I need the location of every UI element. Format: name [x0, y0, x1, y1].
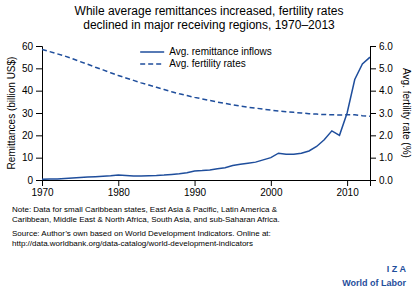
legend-swatch: [140, 63, 164, 65]
tick-mark: [36, 135, 42, 136]
axis-line: [43, 181, 371, 187]
tick-label: 0.0: [379, 175, 393, 186]
tick: 6.0: [370, 41, 393, 52]
source-line: http://data.worldbank.org/data-catalog/w…: [12, 239, 253, 248]
tick-label: 1.0: [379, 152, 393, 163]
tick-label: 6.0: [379, 41, 393, 52]
source-line: Source: Author’s own based on World Deve…: [12, 229, 271, 238]
plot-area: [42, 49, 370, 179]
tick-label: 40: [22, 85, 34, 96]
branding-line: World of Labor: [342, 278, 406, 288]
branding-line: I Z A: [387, 264, 407, 274]
legend-swatch: [140, 51, 164, 53]
title-line: While average remittances increased, fer…: [75, 4, 344, 18]
note-line: Caribbean, Middle East & North Africa, S…: [12, 215, 280, 224]
tick-label: 3.0: [379, 108, 393, 119]
tick-mark: [118, 180, 119, 186]
tick-label: 60: [22, 41, 34, 52]
tick: 5.0: [370, 63, 393, 74]
series-line: [42, 57, 370, 179]
tick-mark: [347, 180, 348, 186]
tick: 20: [22, 130, 42, 141]
branding: World of Labor: [342, 278, 406, 288]
tick: 0: [27, 175, 42, 186]
legend-item: Avg. remittance inflows: [140, 46, 272, 57]
tick: 2010: [336, 180, 359, 198]
tick-label: 10: [22, 152, 34, 163]
tick: 1980: [108, 180, 131, 198]
legend-label: Avg. remittance inflows: [169, 46, 272, 57]
tick-label: 0: [27, 175, 33, 186]
tick-mark: [36, 113, 42, 114]
y-axis: 0 10 20 30 40 50 60: [22, 41, 43, 186]
tick-mark: [370, 46, 376, 47]
y2-axis-title: Avg. fertility rate (%): [401, 68, 412, 158]
tick-label: 4.0: [379, 85, 393, 96]
legend: Avg. remittance inflowsAvg. fertility ra…: [140, 46, 272, 69]
tick-label: 30: [22, 108, 34, 119]
chart: 1970 1980 1990 2000 2010 0 10 20 30 40 50 60 0.0 1.0 2…: [0, 0, 418, 301]
tick-mark: [370, 135, 376, 136]
tick: 10: [22, 152, 42, 163]
tick-mark: [36, 180, 42, 181]
tick-label: 5.0: [379, 63, 393, 74]
axis-line: [371, 47, 377, 181]
title: While average remittances increased, fer…: [75, 4, 344, 32]
tick: 30: [22, 108, 42, 119]
title-line: declined in major receiving regions, 197…: [83, 18, 335, 32]
tick-label: 50: [22, 63, 34, 74]
tick-label: 1970: [31, 187, 54, 198]
legend-item: Avg. fertility rates: [140, 58, 246, 69]
tick-mark: [36, 46, 42, 47]
tick-mark: [195, 180, 196, 186]
tick-mark: [36, 91, 42, 92]
tick-label: 2000: [260, 187, 283, 198]
tick: 1.0: [370, 152, 393, 163]
tick-label: 20: [22, 130, 34, 141]
tick: 1990: [184, 180, 207, 198]
tick: 0.0: [370, 175, 393, 186]
tick: 1970: [31, 180, 54, 198]
x-axis: 1970 1980 1990 2000 2010: [31, 180, 370, 198]
tick-mark: [370, 113, 376, 114]
tick: 60: [22, 41, 42, 52]
tick: 40: [22, 85, 42, 96]
tick-mark: [370, 68, 376, 69]
tick: 4.0: [370, 85, 393, 96]
tick: 2.0: [370, 130, 393, 141]
note: Note: Data for small Caribbean states, E…: [12, 205, 280, 224]
series-line: [42, 49, 370, 116]
tick-label: 1990: [184, 187, 207, 198]
tick-mark: [370, 180, 376, 181]
axis-line: [36, 47, 43, 181]
tick-mark: [36, 158, 42, 159]
tick-label: 2.0: [379, 130, 393, 141]
tick: 50: [22, 63, 42, 74]
tick: 3.0: [370, 108, 393, 119]
tick: 2000: [260, 180, 283, 198]
tick-mark: [370, 91, 376, 92]
branding: I Z A: [387, 264, 407, 274]
tick-label: 1980: [108, 187, 131, 198]
legend-label: Avg. fertility rates: [169, 58, 246, 69]
note-line: Note: Data for small Caribbean states, E…: [12, 205, 278, 214]
y2-axis: 0.0 1.0 2.0 3.0 4.0 5.0 6.0: [370, 41, 393, 186]
tick-mark: [36, 68, 42, 69]
tick-label: 2010: [336, 187, 359, 198]
y-axis-title: Remittances (billion US$): [6, 57, 17, 170]
source: Source: Author’s own based on World Deve…: [12, 229, 271, 248]
tick-mark: [370, 158, 376, 159]
tick-mark: [271, 180, 272, 186]
